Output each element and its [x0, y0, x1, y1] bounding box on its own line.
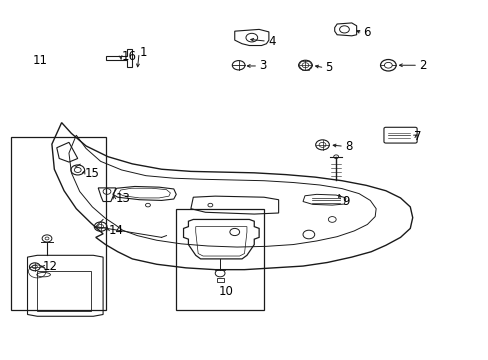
Text: 6: 6: [363, 27, 370, 40]
Text: 2: 2: [418, 59, 426, 72]
Bar: [37, 271, 91, 311]
Text: 16: 16: [122, 50, 136, 63]
Text: 15: 15: [84, 167, 99, 180]
Text: 8: 8: [344, 140, 351, 153]
Text: 13: 13: [115, 192, 130, 205]
Text: 5: 5: [325, 61, 332, 74]
Bar: [11, 137, 105, 310]
Text: 3: 3: [259, 59, 266, 72]
Text: 7: 7: [413, 130, 421, 144]
Bar: [176, 209, 264, 310]
Text: 9: 9: [341, 195, 349, 208]
Text: 10: 10: [219, 285, 234, 298]
Text: 14: 14: [109, 224, 123, 238]
Text: 4: 4: [267, 35, 275, 48]
Text: 12: 12: [42, 260, 58, 273]
Text: 1: 1: [140, 46, 147, 59]
Text: 11: 11: [32, 54, 47, 67]
